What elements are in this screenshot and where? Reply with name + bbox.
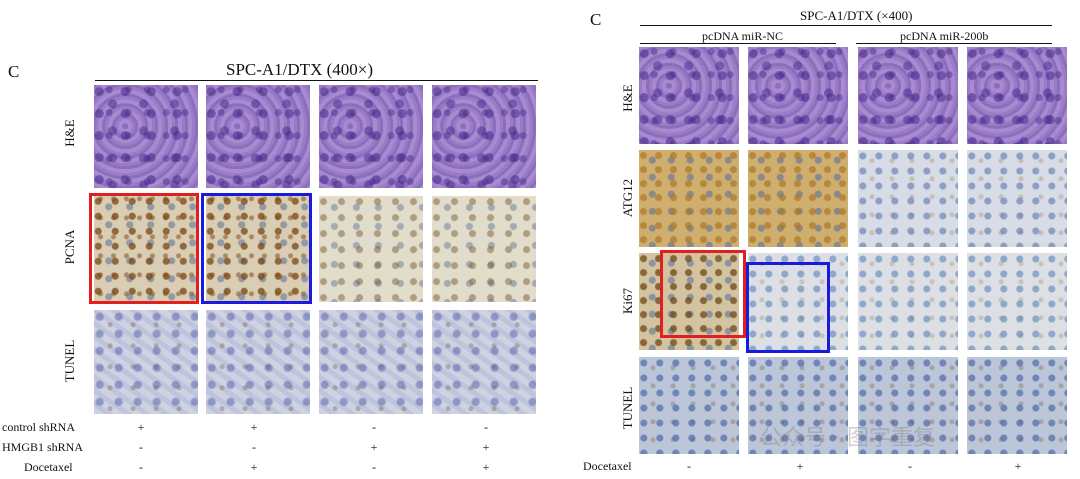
left-he-image-1 [94,85,198,188]
left-he-image-2 [206,85,310,188]
right-tunel-image-2 [748,357,848,454]
left-cond-label-control-shrna: control shRNA [2,420,75,434]
left-title-rule [95,80,538,82]
left-tunel-image-4 [432,310,536,414]
left-highlight-box-blue [201,193,312,304]
right-highlight-box-blue [746,262,830,353]
left-he-image-3 [319,85,423,188]
left-cond-label-hmgb1-shrna: HMGB1 shRNA [2,440,84,454]
left-pcna-image-2 [206,196,310,302]
left-tunel-image-3 [319,310,423,414]
left-row-label-pcna: PCNA [62,229,77,265]
right-panel-letter: C [590,10,602,29]
right-atg12-image-3 [858,150,958,247]
left-cond-sign: + [370,440,378,454]
watermark-text: 公众号 · 图字重复 [760,426,935,451]
right-cond-sign: + [796,459,804,473]
right-row-label-tunel: TUNEL [620,386,635,430]
right-highlight-box-red [660,250,746,338]
right-he-image-2 [748,47,848,144]
left-pcna-image-1 [94,196,198,302]
left-tunel-image-2 [206,310,310,414]
right-group-rule-2 [856,43,1052,45]
right-he-image-1 [639,47,739,144]
right-ki67-image-3 [858,253,958,350]
left-cond-sign: - [252,440,256,454]
right-cond-sign: - [687,459,691,473]
left-cond-sign: + [482,460,490,474]
right-cond-label-docetaxel: Docetaxel [583,459,632,473]
right-group-label-1: pcDNA miR-NC [702,29,783,43]
right-atg12-image-1 [639,150,739,247]
left-he-image-4 [432,85,536,188]
right-row-label-atg12: ATG12 [620,178,635,218]
left-cond-sign: + [250,420,258,434]
left-cond-sign: + [137,420,145,434]
right-ki67-image-1 [639,253,739,350]
right-atg12-image-4 [967,150,1067,247]
right-row-label-ki67: Ki67 [620,288,635,314]
left-row-label-tunel: TUNEL [62,339,77,383]
right-tunel-image-4 [967,357,1067,454]
left-tunel-image-1 [94,310,198,414]
left-cond-label-docetaxel: Docetaxel [24,460,73,474]
right-tunel-image-1 [639,357,739,454]
left-cond-sign: + [482,440,490,454]
right-he-image-3 [858,47,958,144]
left-row-label-he: H&E [62,119,77,147]
right-title-rule [640,25,1052,27]
right-ki67-image-4 [967,253,1067,350]
left-cond-sign: - [139,440,143,454]
right-atg12-image-2 [748,150,848,247]
left-pcna-image-3 [319,196,423,302]
left-cond-sign: - [372,420,376,434]
right-tunel-image-3 [858,357,958,454]
right-cond-sign: + [1014,459,1022,473]
right-ki67-image-2 [748,253,848,350]
left-highlight-box-red [89,193,199,304]
left-title: SPC-A1/DTX (400×) [226,60,374,79]
left-panel-letter: C [8,62,20,81]
left-pcna-image-4 [432,196,536,302]
right-cond-sign: - [908,459,912,473]
right-group-rule-1 [640,43,836,45]
right-group-label-2: pcDNA miR-200b [900,29,989,43]
left-cond-sign: - [372,460,376,474]
left-cond-sign: + [250,460,258,474]
right-row-label-he: H&E [620,84,635,112]
left-cond-sign: - [484,420,488,434]
right-he-image-4 [967,47,1067,144]
right-title: SPC-A1/DTX (×400) [800,8,913,23]
left-cond-sign: - [139,460,143,474]
